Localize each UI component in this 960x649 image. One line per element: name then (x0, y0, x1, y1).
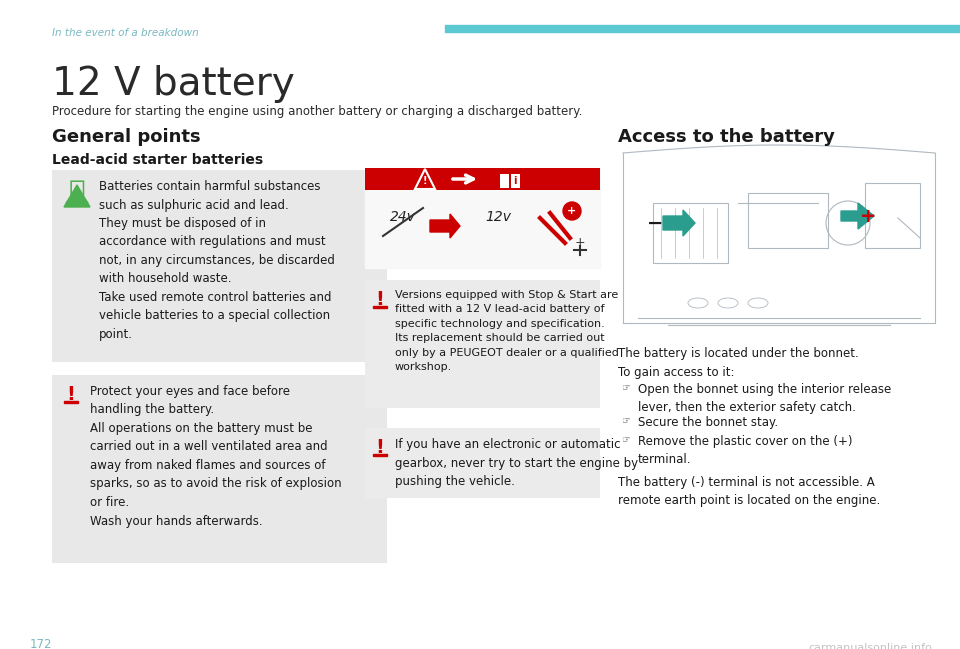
Text: Open the bonnet using the interior release
lever, then the exterior safety catch: Open the bonnet using the interior relea… (638, 383, 891, 414)
Text: !: ! (66, 385, 76, 404)
Text: 🌲: 🌲 (69, 178, 85, 206)
Bar (365, 280, 600, 408)
Polygon shape (430, 214, 460, 238)
Circle shape (563, 202, 581, 220)
Bar (365, 428, 600, 498)
Bar (64, 400, 78, 403)
Text: 24v: 24v (390, 210, 416, 224)
Text: ☞: ☞ (622, 435, 631, 445)
Text: 172: 172 (30, 638, 53, 649)
Text: Access to the battery: Access to the battery (618, 128, 835, 146)
Text: +: + (860, 206, 876, 225)
Text: The battery (-) terminal is not accessible. A
remote earth point is located on t: The battery (-) terminal is not accessib… (618, 476, 880, 507)
Text: ☞: ☞ (622, 416, 631, 426)
Polygon shape (66, 189, 88, 203)
Text: Secure the bonnet stay.: Secure the bonnet stay. (638, 416, 779, 429)
Bar (52, 170, 387, 362)
Text: In the event of a breakdown: In the event of a breakdown (52, 28, 199, 38)
Bar (511, 174, 520, 188)
Text: −: − (647, 214, 663, 232)
Text: Batteries contain harmful substances
such as sulphuric acid and lead.
They must : Batteries contain harmful substances suc… (99, 180, 335, 341)
Text: Procedure for starting the engine using another battery or charging a discharged: Procedure for starting the engine using … (52, 105, 583, 118)
Text: Protect your eyes and face before
handling the battery.
All operations on the ba: Protect your eyes and face before handli… (90, 385, 342, 528)
Text: !: ! (375, 438, 384, 457)
Text: 12v: 12v (485, 210, 511, 224)
Text: +: + (575, 236, 586, 249)
Polygon shape (663, 210, 695, 236)
Bar (445, 25, 960, 32)
Text: !: ! (375, 290, 384, 309)
Bar (748, 193, 828, 248)
Text: 12 V battery: 12 V battery (52, 65, 295, 103)
Text: +: + (567, 206, 577, 216)
Text: Versions equipped with Stop & Start are
fitted with a 12 V lead-acid battery of
: Versions equipped with Stop & Start are … (395, 290, 619, 372)
Bar (365, 168, 600, 190)
Bar (373, 454, 387, 456)
Bar (500, 174, 509, 188)
Text: ☞: ☞ (622, 383, 631, 393)
Text: !: ! (422, 176, 427, 186)
Text: The battery is located under the bonnet.: The battery is located under the bonnet. (618, 347, 859, 360)
Polygon shape (841, 203, 874, 229)
Bar (373, 306, 387, 308)
Text: To gain access to it:: To gain access to it: (618, 366, 734, 379)
Text: If you have an electronic or automatic
gearbox, never try to start the engine by: If you have an electronic or automatic g… (395, 438, 638, 488)
Text: Lead-acid starter batteries: Lead-acid starter batteries (52, 153, 263, 167)
Text: carmanualsonline.info: carmanualsonline.info (808, 643, 932, 649)
Bar (865, 183, 920, 248)
Bar (365, 168, 600, 268)
Bar (52, 375, 387, 563)
Text: i: i (514, 176, 516, 186)
Text: Remove the plastic cover on the (+)
terminal.: Remove the plastic cover on the (+) term… (638, 435, 852, 466)
Text: General points: General points (52, 128, 201, 146)
Bar (653, 203, 728, 263)
Polygon shape (64, 185, 90, 207)
